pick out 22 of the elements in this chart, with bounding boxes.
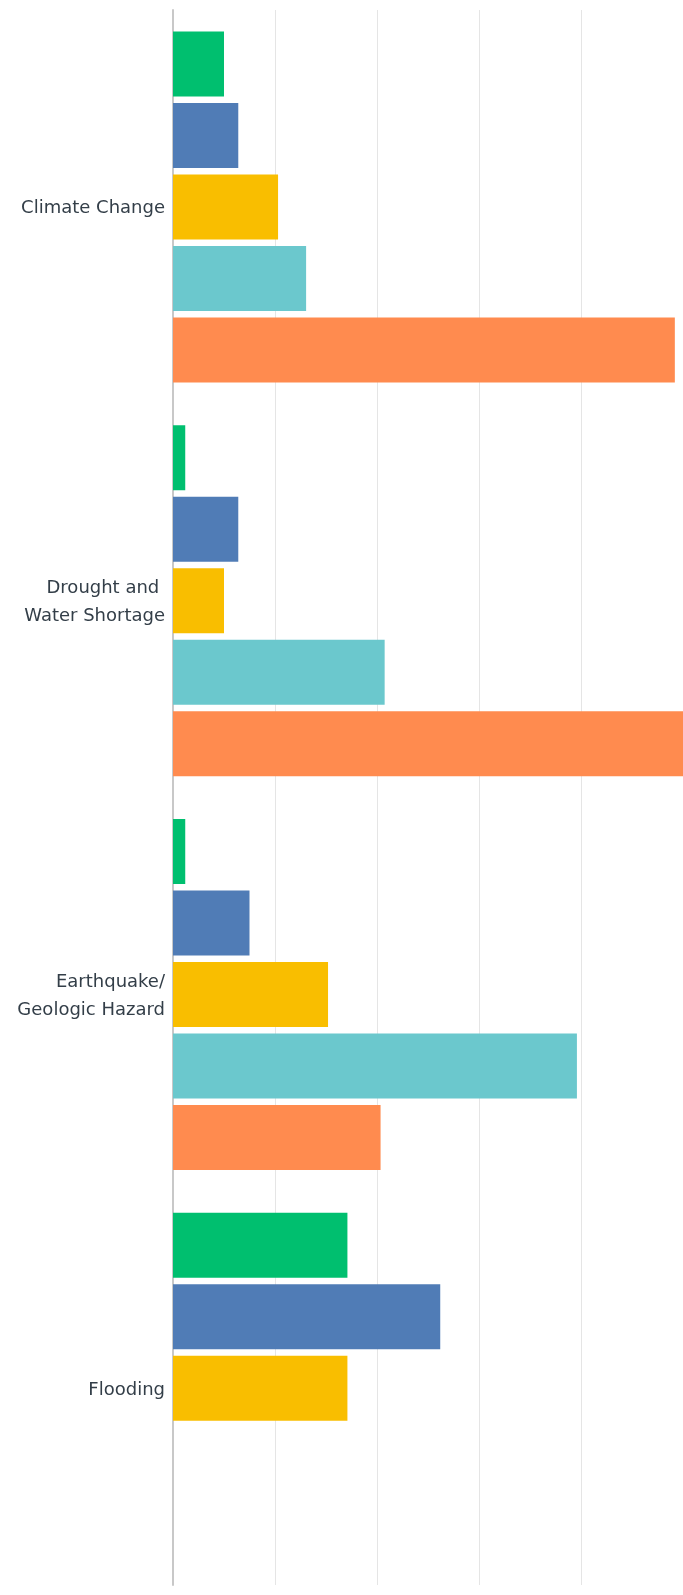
bar bbox=[173, 961, 329, 1027]
bar bbox=[173, 711, 683, 777]
bar bbox=[173, 317, 675, 383]
bar bbox=[173, 245, 307, 311]
bar bbox=[173, 1033, 577, 1099]
y-tick-label: Drought and Water Shortage bbox=[24, 576, 165, 626]
y-tick-label: Flooding bbox=[88, 1377, 165, 1399]
y-tick-label: Earthquake/Geologic Hazard bbox=[17, 969, 166, 1019]
y-tick-label: Climate Change bbox=[21, 196, 165, 218]
bar bbox=[173, 174, 279, 240]
bar bbox=[173, 639, 385, 705]
bar bbox=[173, 31, 224, 97]
bar bbox=[173, 568, 224, 634]
bar bbox=[173, 1212, 348, 1278]
bar bbox=[173, 496, 239, 562]
bar bbox=[173, 425, 186, 491]
bar bbox=[173, 1284, 441, 1350]
bar bbox=[173, 818, 186, 884]
bar bbox=[173, 1355, 348, 1421]
bar bbox=[173, 1104, 381, 1170]
bar bbox=[173, 102, 239, 168]
bar bbox=[173, 890, 250, 956]
